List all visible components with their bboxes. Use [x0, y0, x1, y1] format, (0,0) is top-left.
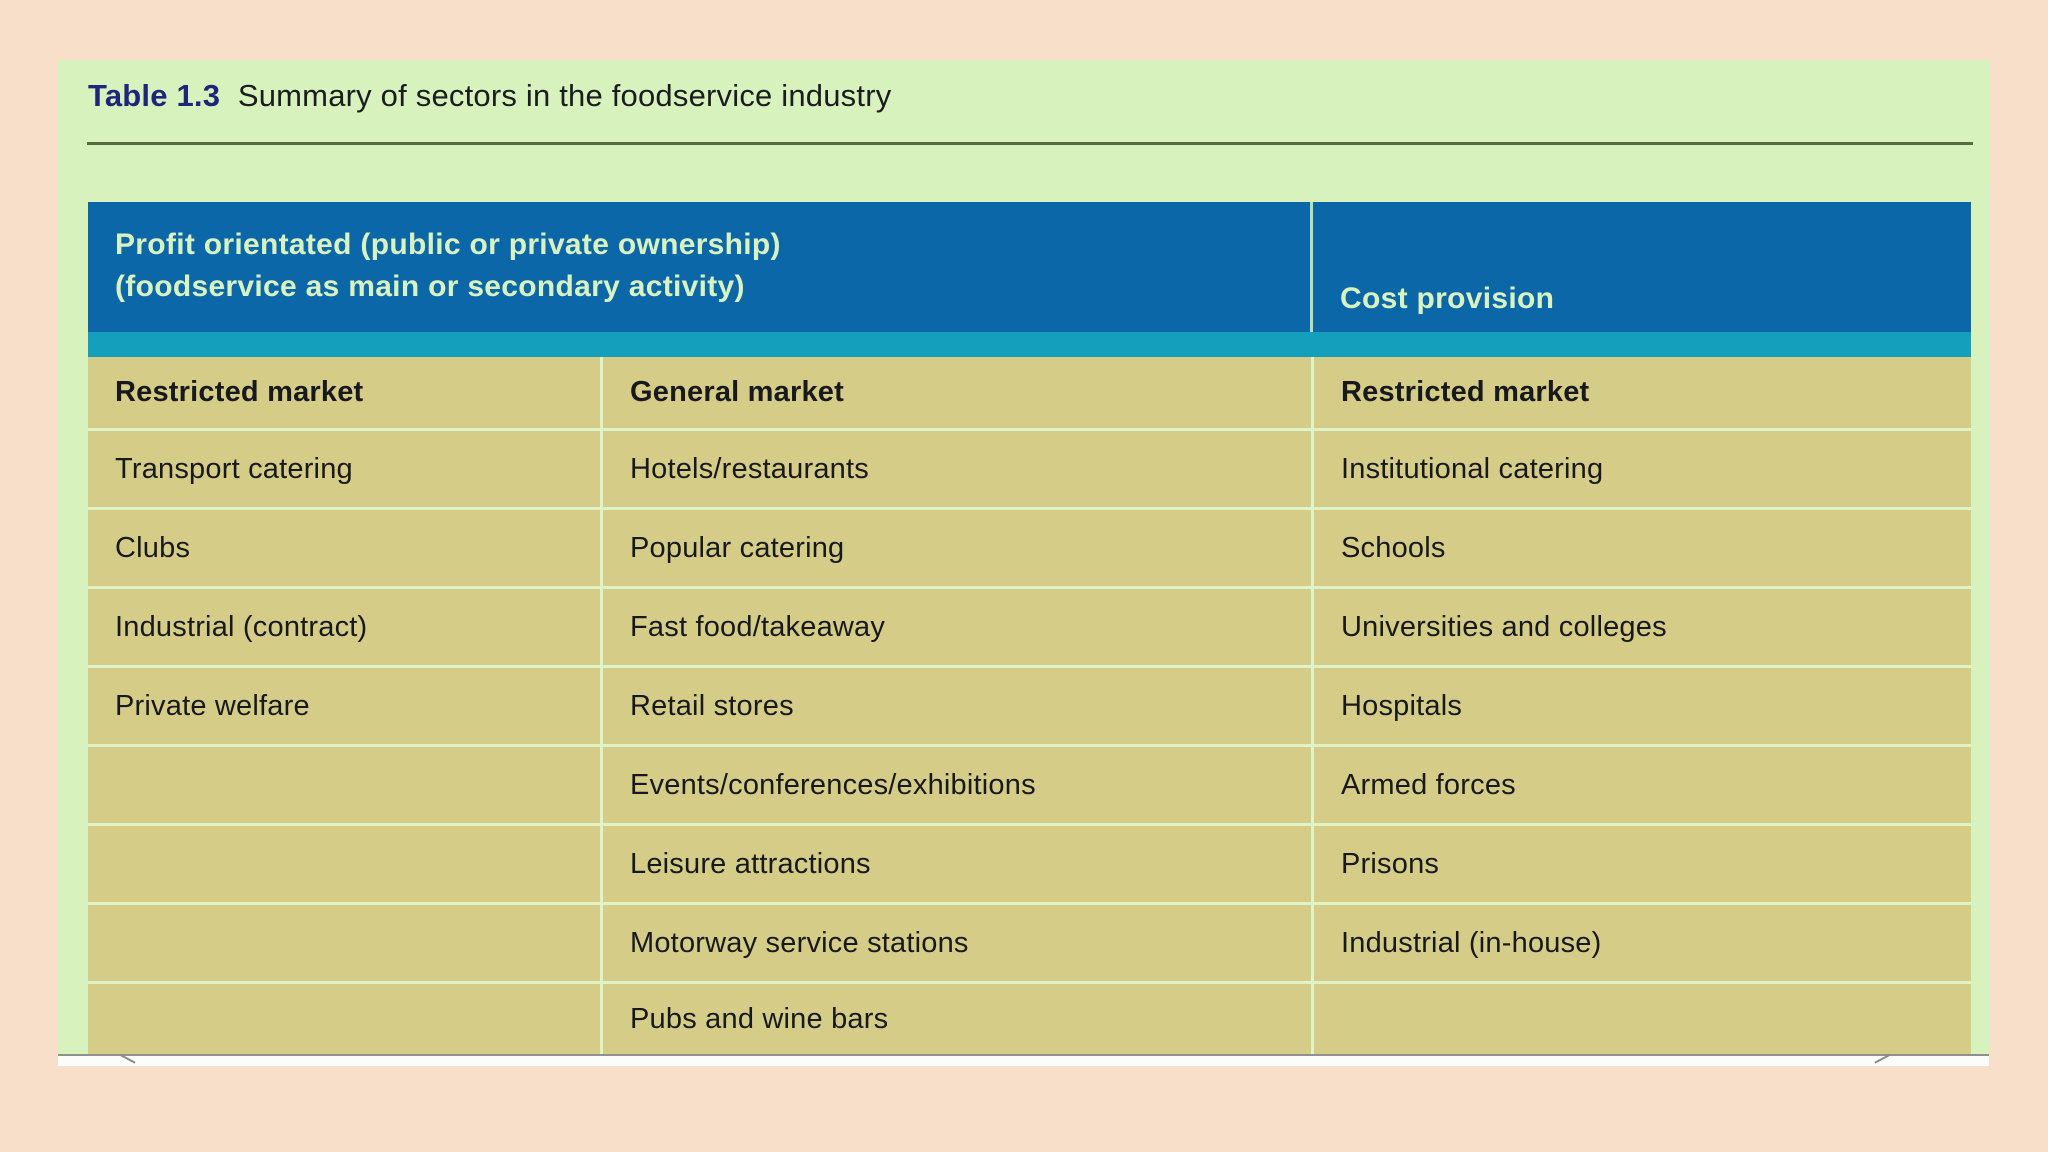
column-header-cell: General market — [603, 357, 1311, 428]
table-cell: Hospitals — [1314, 668, 1971, 744]
table-caption-title: Summary of sectors in the foodservice in… — [237, 78, 892, 113]
table-header-row: Profit orientated (public or private own… — [88, 202, 1971, 332]
table-cell: Hotels/restaurants — [603, 431, 1311, 507]
page-bottom-edge — [58, 1054, 1989, 1066]
page-edge-mark-left — [120, 1054, 136, 1064]
header-profit-line1: Profit orientated (public or private own… — [115, 228, 781, 261]
foodservice-sectors-table: Profit orientated (public or private own… — [88, 202, 1971, 1055]
page-edge-mark-right — [1874, 1054, 1890, 1064]
column-header-cell: Restricted market — [88, 357, 600, 428]
table-cell: Industrial (in-house) — [1314, 905, 1971, 981]
table-cell: Retail stores — [603, 668, 1311, 744]
table-cell: Armed forces — [1314, 747, 1971, 823]
table-caption: Table 1.3 Summary of sectors in the food… — [88, 78, 891, 114]
table-cell — [88, 905, 600, 981]
table-cell: Transport catering — [88, 431, 600, 507]
table-cell: Clubs — [88, 510, 600, 586]
header-cell-cost: Cost provision — [1313, 202, 1971, 332]
table-cell: Popular catering — [603, 510, 1311, 586]
table-cell: Private welfare — [88, 668, 600, 744]
table-cell: Fast food/takeaway — [603, 589, 1311, 665]
table-body: Restricted market General market Restric… — [88, 357, 1971, 1055]
table-cell: Events/conferences/exhibitions — [603, 747, 1311, 823]
table-caption-label: Table 1.3 — [88, 78, 221, 113]
header-cost-label: Cost provision — [1340, 282, 1555, 315]
table-cell — [88, 984, 600, 1055]
table-cell: Pubs and wine bars — [603, 984, 1311, 1055]
table-cell — [88, 826, 600, 902]
column-header-cell: Restricted market — [1314, 357, 1971, 428]
teal-accent-band — [88, 332, 1971, 357]
table-caption-text — [229, 78, 238, 113]
header-cell-profit: Profit orientated (public or private own… — [88, 202, 1310, 332]
header-column-divider — [1310, 202, 1313, 332]
caption-rule — [87, 142, 1973, 145]
table-cell: Leisure attractions — [603, 826, 1311, 902]
table-cell: Industrial (contract) — [88, 589, 600, 665]
table-cell: Schools — [1314, 510, 1971, 586]
table-cell: Prisons — [1314, 826, 1971, 902]
header-profit-line2: (foodservice as main or secondary activi… — [115, 270, 745, 303]
table-cell: Motorway service stations — [603, 905, 1311, 981]
table-cell — [88, 747, 600, 823]
table-cell: Institutional catering — [1314, 431, 1971, 507]
table-cell: Universities and colleges — [1314, 589, 1971, 665]
table-cell — [1314, 984, 1971, 1055]
